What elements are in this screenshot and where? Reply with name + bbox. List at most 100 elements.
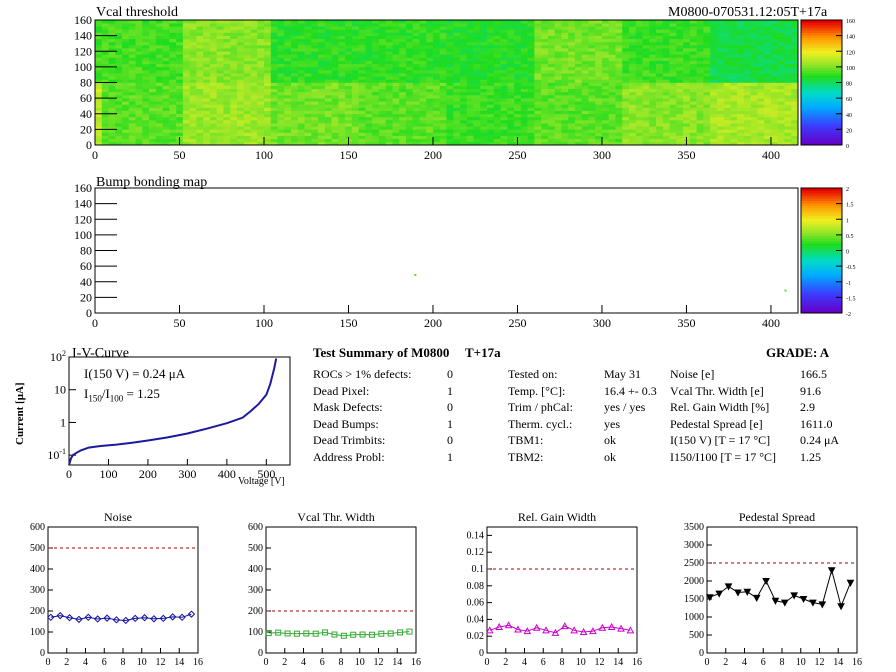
summary-label: ROCs > 1% defects: xyxy=(313,367,412,381)
pedestal-ytick-label: 500 xyxy=(689,630,704,641)
bump-ytick-label: 60 xyxy=(80,259,92,273)
noise-xtick-label: 14 xyxy=(174,657,184,668)
noise-ytick-label: 400 xyxy=(30,564,45,575)
iv-svg: 0 100 200 300 400 500 10-1 1 10 102 xyxy=(47,349,291,481)
summary-label: Dead Trimbits: xyxy=(313,433,386,447)
bump-ytick-label: 80 xyxy=(80,244,92,258)
vcal-width-xtick-label: 16 xyxy=(411,657,421,668)
vcal-width-point xyxy=(406,628,413,635)
summary-value: 1.25 xyxy=(800,449,821,464)
vcal-ytick-label: 40 xyxy=(80,107,92,121)
iv-xtick-label: 500 xyxy=(257,467,275,481)
summary-label: TBM1: xyxy=(508,433,544,447)
iv-xtick-label: 0 xyxy=(66,467,72,481)
pedestal-spread-plot: Pedestal Spread 0 2 4 6 8 10 12 14 16 0 500 1000 1500… xyxy=(684,510,862,668)
vcal-width-point xyxy=(322,629,329,636)
noise-ytick-label: 200 xyxy=(30,606,45,617)
noise-point xyxy=(112,616,121,624)
vcal-xtick-label: 100 xyxy=(255,148,273,162)
vcal-width-plot: Vcal Thr. Width 0 2 4 6 8 10 12 14 16 0 100 200 300 40… xyxy=(248,510,421,668)
vcal-xtick-label: 400 xyxy=(762,148,780,162)
summary-value: 16.4 +- 0.3 xyxy=(604,383,657,398)
gain-width-xtick-label: 10 xyxy=(576,657,586,668)
summary-label: I(150 V) [T = 17 °C] xyxy=(670,433,771,447)
pedestal-point xyxy=(743,588,752,596)
vcal-scale-label: 120 xyxy=(846,50,855,56)
summary-value: 0.24 μA xyxy=(800,433,840,447)
summary-label: Vcal Thr. Width [e] xyxy=(670,383,764,398)
pedestal-point xyxy=(762,578,770,586)
bump-xtick-label: 0 xyxy=(92,316,98,330)
summary-value: 91.6 xyxy=(800,383,821,398)
vcal-width-point xyxy=(350,631,357,638)
pedestal-point xyxy=(724,583,733,591)
pedestal-point xyxy=(846,579,855,587)
noise-point xyxy=(75,615,83,624)
iv-ytick-label: 10-1 xyxy=(47,447,66,462)
summary-value: ok xyxy=(604,449,616,464)
pedestal-point xyxy=(799,596,808,604)
iv-ytick-label: 10 xyxy=(54,383,66,397)
summary-value: ok xyxy=(604,433,616,447)
pedestal-xtick-label: 0 xyxy=(705,657,710,668)
vcal-width-point xyxy=(284,630,291,637)
pedestal-xtick-label: 6 xyxy=(761,657,766,668)
bump-scale-label: -1.5 xyxy=(846,296,856,302)
gain-width-ytick-label: 0.12 xyxy=(467,547,485,558)
gain-width-ytick-label: 0.06 xyxy=(467,598,485,609)
noise-xtick-label: 4 xyxy=(83,657,88,668)
bump-scale-label: 0.5 xyxy=(846,234,854,240)
pedestal-xtick-label: 2 xyxy=(723,657,728,668)
pedestal-point xyxy=(734,589,742,597)
iv-ytick-label: 102 xyxy=(50,349,66,364)
bump-scale-label: -1 xyxy=(846,281,851,287)
vcal-xtick-label: 150 xyxy=(339,148,357,162)
vcal-scale-label: 140 xyxy=(846,35,855,41)
gain-width-ytick-label: 0 xyxy=(479,648,484,659)
pedestal-xtick-label: 16 xyxy=(852,657,862,668)
summary-value: 1 xyxy=(447,449,453,464)
pedestal-xtick-label: 4 xyxy=(742,657,747,668)
pedestal-ytick-label: 2000 xyxy=(684,576,704,587)
noise-point xyxy=(178,613,186,622)
summary-value: 0 xyxy=(447,400,453,414)
vcal-ytick-label: 0 xyxy=(86,138,92,152)
vcal-width-xtick-label: 4 xyxy=(301,657,306,668)
summary-label: Address Probl: xyxy=(313,449,385,464)
noise-frame xyxy=(47,526,199,654)
vcal-width-point xyxy=(275,629,282,636)
vcal-xtick-label: 200 xyxy=(424,148,442,162)
vcal-width-point xyxy=(387,630,394,637)
noise-series-line xyxy=(50,613,192,621)
vcal-scale-label: 80 xyxy=(846,82,852,88)
iv-series-line xyxy=(68,358,278,466)
vcal-width-point xyxy=(265,630,272,637)
vcal-width-ytick-label: 300 xyxy=(248,585,263,596)
summary-value: 166.5 xyxy=(800,367,827,381)
vcal-xtick-label: 250 xyxy=(508,148,526,162)
summary-label: Trim / phCal: xyxy=(508,400,573,414)
noise-point xyxy=(65,614,74,622)
gain-width-ytick-label: 0.02 xyxy=(467,631,485,642)
gain-width-point xyxy=(607,622,616,630)
noise-xtick-label: 10 xyxy=(137,657,147,668)
gain-width-point xyxy=(570,626,579,634)
pedestal-point xyxy=(837,603,845,611)
iv-annotation-1: I(150 V) = 0.24 μA xyxy=(84,366,186,381)
bump-defect-point xyxy=(784,289,787,292)
bump-scale-label: 1.5 xyxy=(846,203,854,209)
summary-value: 2.9 xyxy=(800,400,815,414)
bump-defect-point xyxy=(414,273,417,276)
iv-annotation-2: I150/I100 = 1.25 xyxy=(84,386,160,404)
bump-scale-label: -2 xyxy=(846,312,851,318)
gain-width-point xyxy=(504,621,513,629)
vcal-scale-label: 100 xyxy=(846,66,855,72)
vcal-width-point xyxy=(303,630,310,637)
pedestal-title: Pedestal Spread xyxy=(739,510,815,524)
bump-ytick-label: 0 xyxy=(86,306,92,320)
vcal-width-xtick-label: 0 xyxy=(264,657,269,668)
pedestal-ytick-label: 1500 xyxy=(684,594,704,605)
pedestal-xtick-label: 12 xyxy=(815,657,825,668)
noise-point xyxy=(122,616,130,625)
vcal-scale-label: 40 xyxy=(846,113,852,119)
